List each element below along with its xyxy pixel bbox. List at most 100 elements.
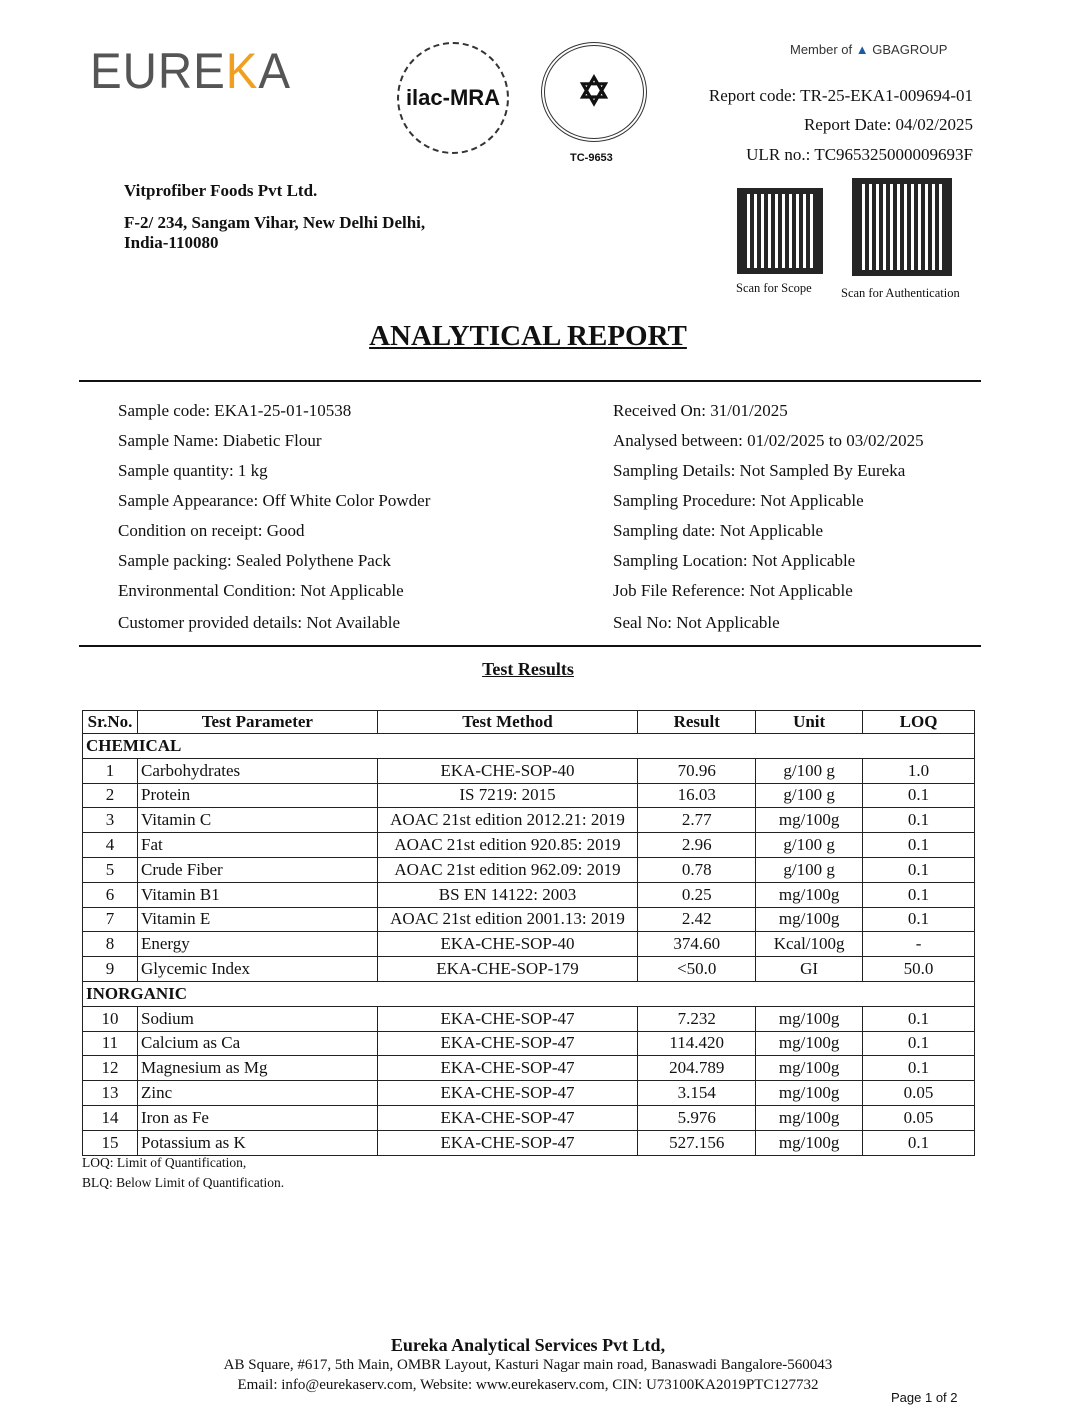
customer-address-line1: F-2/ 234, Sangam Vihar, New Delhi Delhi, xyxy=(124,213,426,232)
unit-cell: mg/100g xyxy=(755,1129,864,1156)
sample-detail: Sample code: EKA1-25-01-10538 xyxy=(118,401,352,420)
test-parameter-cell: Crude Fiber xyxy=(136,856,378,883)
sample-detail: Sample packing: Sealed Polythene Pack xyxy=(118,551,391,570)
unit-cell: mg/100g xyxy=(755,1104,864,1131)
table-row: 1 Carbohydrates EKA-CHE-SOP-40 70.96 g/100 g… xyxy=(82,757,975,784)
table-row: 7 Vitamin E AOAC 21st edition 2001.13: 201… xyxy=(82,906,975,933)
sample-detail: Sample Appearance: Off White Color Powde… xyxy=(118,491,431,510)
page-number: Page 1 of 2 xyxy=(891,1390,958,1405)
table-row: 11 Calcium as Ca EKA-CHE-SOP-47 114.420 mg/1… xyxy=(82,1030,975,1057)
ilac-text: ilac-MRA xyxy=(405,85,501,110)
unit-cell: mg/100g xyxy=(755,1080,864,1106)
test-parameter-cell: Potassium as K xyxy=(136,1129,378,1156)
page-title: ANALYTICAL REPORT xyxy=(369,320,687,352)
loq-cell: 1.0 xyxy=(862,757,975,784)
unit-cell: mg/100g xyxy=(755,1005,864,1032)
test-method-cell: EKA-CHE-SOP-47 xyxy=(376,1055,639,1082)
loq-cell: 0.1 xyxy=(862,906,975,933)
column-header: Test Parameter xyxy=(136,710,378,734)
table-row: 15 Potassium as K EKA-CHE-SOP-47 527.156 mg/… xyxy=(82,1129,975,1156)
sr-no-cell: 9 xyxy=(82,956,138,982)
result-cell: 16.03 xyxy=(637,782,757,809)
eureka-logo: EUREKA xyxy=(90,43,292,99)
test-method-cell: EKA-CHE-SOP-40 xyxy=(376,931,639,958)
test-parameter-cell: Glycemic Index xyxy=(136,956,378,982)
test-parameter-cell: Iron as Fe xyxy=(136,1104,378,1131)
sr-no-cell: 6 xyxy=(82,881,138,908)
result-cell: 2.96 xyxy=(637,832,757,858)
result-cell: 0.78 xyxy=(637,856,757,883)
divider xyxy=(79,645,981,647)
loq-cell: 0.1 xyxy=(862,832,975,858)
sr-no-cell: 5 xyxy=(82,856,138,883)
test-parameter-cell: Vitamin E xyxy=(136,906,378,933)
test-method-cell: AOAC 21st edition 920.85: 2019 xyxy=(376,832,639,858)
sr-no-cell: 10 xyxy=(82,1005,138,1032)
qr-code-scope[interactable] xyxy=(737,188,823,274)
loq-note: LOQ: Limit of Quantification, xyxy=(82,1155,247,1170)
test-parameter-cell: Energy xyxy=(136,931,378,958)
sr-no-cell: 14 xyxy=(82,1104,138,1131)
test-results-table: Sr.No. Test Parameter Test Method Result Uni… xyxy=(82,710,975,1156)
table-row: 3 Vitamin C AOAC 21st edition 2012.21: 201… xyxy=(82,807,975,834)
sample-detail: Sample quantity: 1 kg xyxy=(118,461,268,480)
result-cell: 2.77 xyxy=(637,807,757,834)
sample-detail: Job File Reference: Not Applicable xyxy=(613,581,853,600)
result-cell: 70.96 xyxy=(637,757,757,784)
gba-logo: ▲ xyxy=(855,42,873,57)
unit-cell: Kcal/100g xyxy=(755,931,864,958)
table-row: 10 Sodium EKA-CHE-SOP-47 7.232 mg/100g 0.1 xyxy=(82,1005,975,1032)
report-date: Report Date: 04/02/2025 xyxy=(803,115,973,134)
qr-code-authentication[interactable] xyxy=(852,178,952,276)
test-parameter-cell: Vitamin B1 xyxy=(136,881,378,908)
test-method-cell: EKA-CHE-SOP-179 xyxy=(376,956,639,982)
sample-detail: Environmental Condition: Not Applicable xyxy=(118,581,404,600)
table-header-row: Sr.No. Test Parameter Test Method Result Uni… xyxy=(82,710,975,734)
result-cell: 3.154 xyxy=(637,1080,757,1106)
loq-cell: 0.1 xyxy=(862,1055,975,1082)
test-method-cell: EKA-CHE-SOP-47 xyxy=(376,1030,639,1057)
loq-cell: 50.0 xyxy=(862,956,975,982)
unit-cell: g/100 g xyxy=(755,856,864,883)
loq-cell: 0.1 xyxy=(862,782,975,809)
sample-detail: Sampling date: Not Applicable xyxy=(613,521,824,540)
test-method-cell: IS 7219: 2015 xyxy=(376,782,639,809)
test-method-cell: AOAC 21st edition 2001.13: 2019 xyxy=(376,906,639,933)
sr-no-cell: 1 xyxy=(82,757,138,784)
test-method-cell: EKA-CHE-SOP-47 xyxy=(376,1129,639,1156)
footer-contact: Email: info@eurekaserv.com, Website: www… xyxy=(237,1377,819,1393)
unit-cell: g/100 g xyxy=(755,832,864,858)
test-parameter-cell: Protein xyxy=(136,782,378,809)
sample-detail: Sampling Procedure: Not Applicable xyxy=(613,491,864,510)
unit-cell: mg/100g xyxy=(755,1030,864,1057)
loq-cell: 0.05 xyxy=(862,1080,975,1106)
column-header: Test Method xyxy=(376,710,639,734)
test-method-cell: AOAC 21st edition 962.09: 2019 xyxy=(376,856,639,883)
sr-no-cell: 13 xyxy=(82,1080,138,1106)
sample-details-left: Sample code: EKA1-25-01-10538 Sample Name… xyxy=(118,401,430,643)
table-row: 6 Vitamin B1 BS EN 14122: 2003 0.25 mg/100g 0… xyxy=(82,881,975,908)
table-row: 13 Zinc EKA-CHE-SOP-47 3.154 mg/100g 0.05 xyxy=(82,1080,975,1106)
sample-details-right: Received On: 31/01/2025 Analysed between:… xyxy=(613,401,924,643)
sr-no-cell: 12 xyxy=(82,1055,138,1082)
sample-detail: Condition on receipt: Good xyxy=(118,521,305,540)
column-header: LOQ xyxy=(862,710,975,734)
sr-no-cell: 2 xyxy=(82,782,138,809)
loq-cell: - xyxy=(862,931,975,958)
test-parameter-cell: Vitamin C xyxy=(136,807,378,834)
footer-address: AB Square, #617, 5th Main, OMBR Layout, … xyxy=(223,1357,833,1373)
ilac-mra-logo: ilac-MRA xyxy=(397,42,509,154)
result-cell: 0.25 xyxy=(637,881,757,908)
member-of-label: Member of xyxy=(790,42,853,57)
test-method-cell: EKA-CHE-SOP-40 xyxy=(376,757,639,784)
sample-detail: Seal No: Not Applicable xyxy=(613,613,780,632)
test-method-cell: EKA-CHE-SOP-47 xyxy=(376,1104,639,1131)
sr-no-cell: 7 xyxy=(82,906,138,933)
unit-cell: mg/100g xyxy=(755,807,864,834)
table-row: 2 Protein IS 7219: 2015 16.03 g/100 g 0.1 xyxy=(82,782,975,809)
sr-no-cell: 3 xyxy=(82,807,138,834)
result-cell: 374.60 xyxy=(637,931,757,958)
unit-cell: g/100 g xyxy=(755,757,864,784)
unit-cell: g/100 g xyxy=(755,782,864,809)
sample-detail: Sampling Location: Not Applicable xyxy=(613,551,856,570)
